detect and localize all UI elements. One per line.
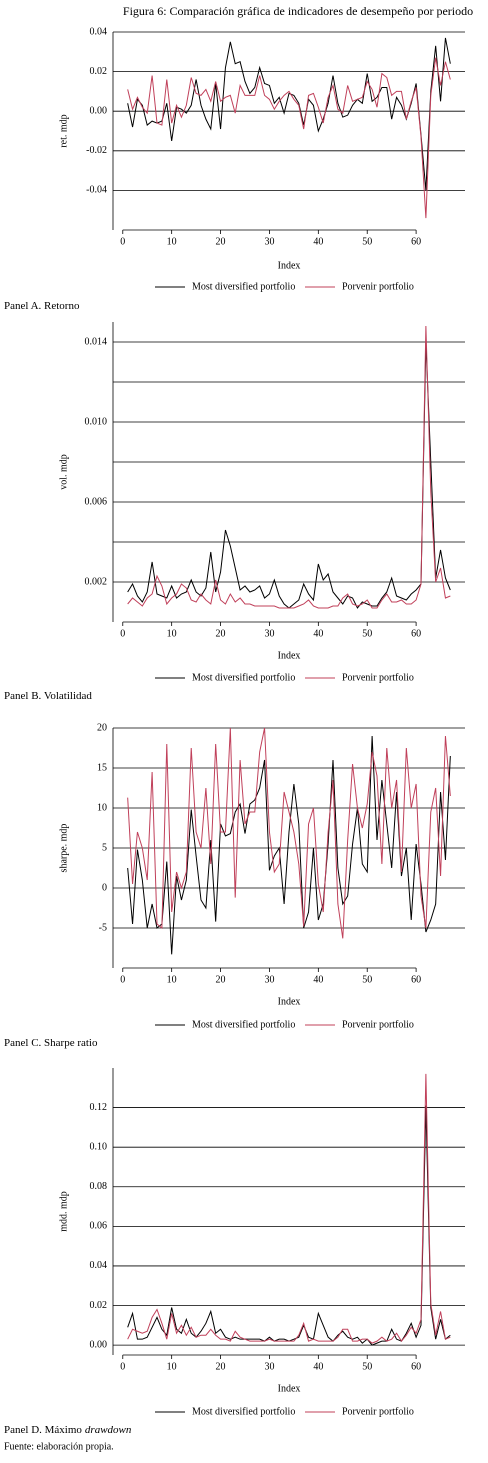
legend-label: Porvenir portfolio — [342, 1406, 414, 1417]
x-tick-label: 40 — [313, 236, 323, 247]
y-tick-label: 5 — [102, 842, 107, 853]
y-tick-label: 0.02 — [90, 1300, 108, 1311]
x-axis-label: Index — [278, 650, 301, 661]
y-tick-label: 0.08 — [90, 1181, 108, 1192]
x-tick-label: 10 — [167, 974, 177, 985]
x-axis-label: Index — [278, 1383, 301, 1394]
source-note: Fuente: elaboración propia. — [4, 1441, 114, 1452]
y-tick-label: 0.04 — [90, 26, 108, 37]
data-line — [127, 735, 451, 955]
x-tick-label: 60 — [411, 974, 421, 985]
y-tick-label: 0 — [102, 882, 107, 893]
caption-text: Panel C. Sharpe ratio — [4, 1037, 98, 1049]
legend-label: Most diversified portfolio — [192, 1406, 295, 1417]
data-line — [127, 1105, 451, 1346]
x-tick-label: 10 — [167, 1361, 177, 1372]
legend-label: Most diversified portfolio — [192, 281, 295, 292]
x-tick-label: 30 — [264, 628, 274, 639]
x-tick-label: 20 — [216, 974, 226, 985]
x-tick-label: 50 — [362, 628, 372, 639]
x-tick-label: 40 — [313, 974, 323, 985]
x-axis-label: Index — [278, 260, 301, 271]
data-line — [127, 325, 451, 609]
x-tick-label: 50 — [362, 236, 372, 247]
x-tick-label: 30 — [264, 1361, 274, 1372]
data-line — [127, 57, 451, 219]
panel-caption: Panel D. Máximo drawdown — [4, 1424, 132, 1436]
x-tick-label: 60 — [411, 1361, 421, 1372]
x-tick-label: 50 — [362, 1361, 372, 1372]
caption-text: Panel D. Máximo — [4, 1424, 82, 1436]
x-axis-label: Index — [278, 996, 301, 1007]
x-tick-label: 20 — [216, 1361, 226, 1372]
data-line — [127, 1073, 451, 1344]
caption-italic: drawdown — [85, 1424, 132, 1436]
panel-caption: Panel B. Volatilidad — [4, 690, 92, 702]
y-tick-label: 10 — [97, 802, 107, 813]
y-tick-label: 0.10 — [90, 1141, 108, 1152]
data-line — [127, 37, 451, 191]
y-tick-label: 0.006 — [85, 496, 108, 507]
y-tick-label: -0.02 — [86, 145, 107, 156]
y-tick-label: 0.014 — [85, 336, 108, 347]
panel-caption: Panel A. Retorno — [4, 300, 80, 312]
x-tick-label: 0 — [120, 236, 125, 247]
y-tick-label: 0.06 — [90, 1221, 108, 1232]
panel-caption: Panel C. Sharpe ratio — [4, 1037, 98, 1049]
y-tick-label: 15 — [97, 762, 107, 773]
legend-label: Most diversified portfolio — [192, 1019, 295, 1030]
y-axis-label: sharpe. mdp — [58, 824, 69, 873]
y-tick-label: 0.12 — [90, 1102, 108, 1113]
y-tick-label: -0.04 — [86, 185, 107, 196]
legend-label: Most diversified portfolio — [192, 672, 295, 683]
y-tick-label: 0.010 — [85, 416, 108, 427]
y-axis-label: vol. mdp — [58, 454, 69, 490]
x-tick-label: 60 — [411, 236, 421, 247]
legend-label: Porvenir portfolio — [342, 281, 414, 292]
x-tick-label: 60 — [411, 628, 421, 639]
x-tick-label: 30 — [264, 236, 274, 247]
y-tick-label: 20 — [97, 722, 107, 733]
x-tick-label: 10 — [167, 628, 177, 639]
y-tick-label: 0.04 — [90, 1260, 108, 1271]
y-tick-label: -5 — [99, 922, 107, 933]
x-tick-label: 20 — [216, 628, 226, 639]
y-tick-label: 0.02 — [90, 66, 108, 77]
x-tick-label: 50 — [362, 974, 372, 985]
caption-text: Panel A. Retorno — [4, 300, 80, 312]
x-tick-label: 20 — [216, 236, 226, 247]
x-tick-label: 0 — [120, 1361, 125, 1372]
x-tick-label: 0 — [120, 974, 125, 985]
x-tick-label: 0 — [120, 628, 125, 639]
y-axis-label: ret. mdp — [58, 114, 69, 147]
x-tick-label: 40 — [313, 628, 323, 639]
x-tick-label: 10 — [167, 236, 177, 247]
x-tick-label: 30 — [264, 974, 274, 985]
y-axis-label: mdd. mdp — [58, 1191, 69, 1232]
y-tick-label: 0.00 — [90, 1339, 108, 1350]
legend-label: Porvenir portfolio — [342, 1019, 414, 1030]
y-tick-label: 0.00 — [90, 105, 108, 116]
figure-title: Figura 6: Comparación gráfica de indicad… — [123, 4, 473, 18]
caption-text: Panel B. Volatilidad — [4, 690, 92, 702]
legend-label: Porvenir portfolio — [342, 672, 414, 683]
y-tick-label: 0.002 — [85, 576, 108, 587]
data-line — [127, 727, 451, 939]
x-tick-label: 40 — [313, 1361, 323, 1372]
